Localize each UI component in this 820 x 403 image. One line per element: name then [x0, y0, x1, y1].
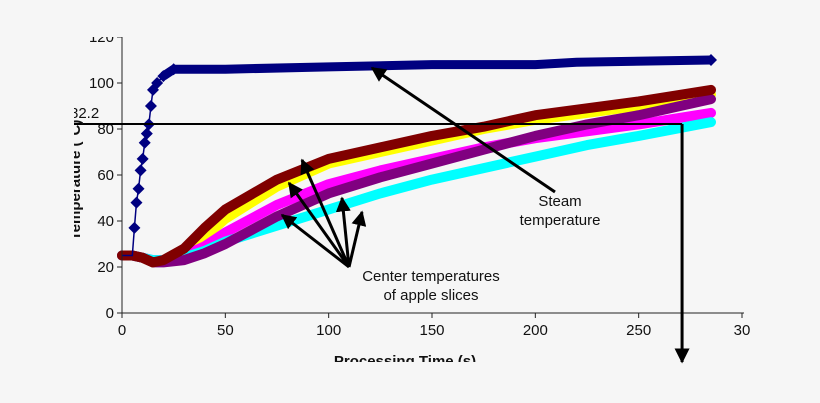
data-point [128, 221, 141, 234]
data-point [586, 107, 588, 110]
data-point [224, 217, 227, 220]
steam-arrow [370, 66, 556, 194]
data-point [203, 226, 206, 229]
y-tick-label: 80 [97, 121, 114, 138]
data-point [276, 203, 278, 206]
series-layer [117, 54, 717, 268]
data-point [134, 164, 147, 177]
data-point [130, 196, 143, 209]
data-point [379, 169, 382, 172]
x-tick-label: 150 [419, 322, 444, 339]
x-tick-label: 0 [118, 322, 126, 339]
data-point [276, 185, 278, 188]
data-point [203, 252, 206, 255]
y-tick-label: 100 [89, 75, 114, 92]
data-point [327, 208, 330, 211]
data-point [586, 130, 588, 133]
center-arrow [347, 210, 367, 268]
data-point [637, 134, 640, 137]
reference-lines: 82.2 [60, 105, 690, 364]
x-tick-label: 100 [316, 322, 341, 339]
data-point [534, 134, 537, 137]
data-point [710, 111, 712, 114]
data-point [482, 148, 485, 151]
x-tick-label: 30 [734, 322, 751, 339]
data-point [586, 144, 588, 147]
data-point [431, 178, 433, 181]
data-point [136, 152, 149, 165]
data-point [276, 224, 278, 227]
data-point [379, 146, 382, 149]
y-tick-label: 0 [106, 305, 114, 322]
reference-line-label: 82.2 [70, 105, 99, 122]
data-point [327, 157, 330, 160]
annotations: Steam temperature Center temperatures of… [280, 66, 601, 304]
data-point [431, 162, 433, 165]
data-point [224, 208, 227, 211]
data-point [183, 259, 185, 262]
data-point [144, 100, 157, 112]
steam-annotation-line1: Steam [538, 193, 581, 210]
x-tick-label: 250 [626, 322, 651, 339]
data-point [710, 121, 712, 124]
data-point [140, 127, 153, 140]
data-point [162, 259, 165, 262]
center-arrow [335, 196, 351, 268]
data-point [183, 247, 185, 250]
series-0 [122, 54, 717, 257]
data-point [224, 243, 227, 245]
data-point [379, 176, 382, 179]
center-annotation-line1: Center temperatures [362, 268, 500, 285]
x-tick-label: 50 [217, 322, 234, 339]
center-arrow [287, 181, 351, 268]
series-band [160, 55, 712, 80]
data-point [379, 192, 382, 195]
y-tick-label: 40 [97, 213, 114, 230]
bottom-crop [0, 362, 670, 403]
data-point [151, 77, 164, 89]
y-tick-label: 20 [97, 259, 114, 276]
data-point [637, 100, 640, 103]
data-point [152, 261, 154, 264]
data-point [637, 114, 640, 117]
center-arrow [280, 213, 350, 269]
data-point [141, 256, 144, 259]
data-point [327, 192, 330, 195]
data-point [710, 88, 712, 91]
data-point [534, 155, 537, 158]
data-point [710, 98, 712, 101]
data-point [327, 183, 330, 186]
y-tick-label: 60 [97, 167, 114, 184]
top-crop [0, 0, 820, 37]
x-tick-label: 200 [523, 322, 548, 339]
data-point [276, 215, 278, 218]
data-point [431, 134, 433, 137]
data-point [705, 54, 717, 66]
center-annotation-line2: of apple slices [383, 287, 478, 304]
data-point [132, 182, 145, 195]
data-point [276, 178, 278, 181]
center-arrow [300, 158, 351, 268]
data-point [482, 167, 485, 170]
data-point [203, 236, 206, 239]
steam-annotation-line2: temperature [520, 212, 601, 229]
data-point [138, 136, 151, 149]
data-point [534, 114, 537, 117]
data-point [482, 125, 485, 128]
left-crop [0, 0, 74, 403]
data-point [224, 231, 227, 234]
